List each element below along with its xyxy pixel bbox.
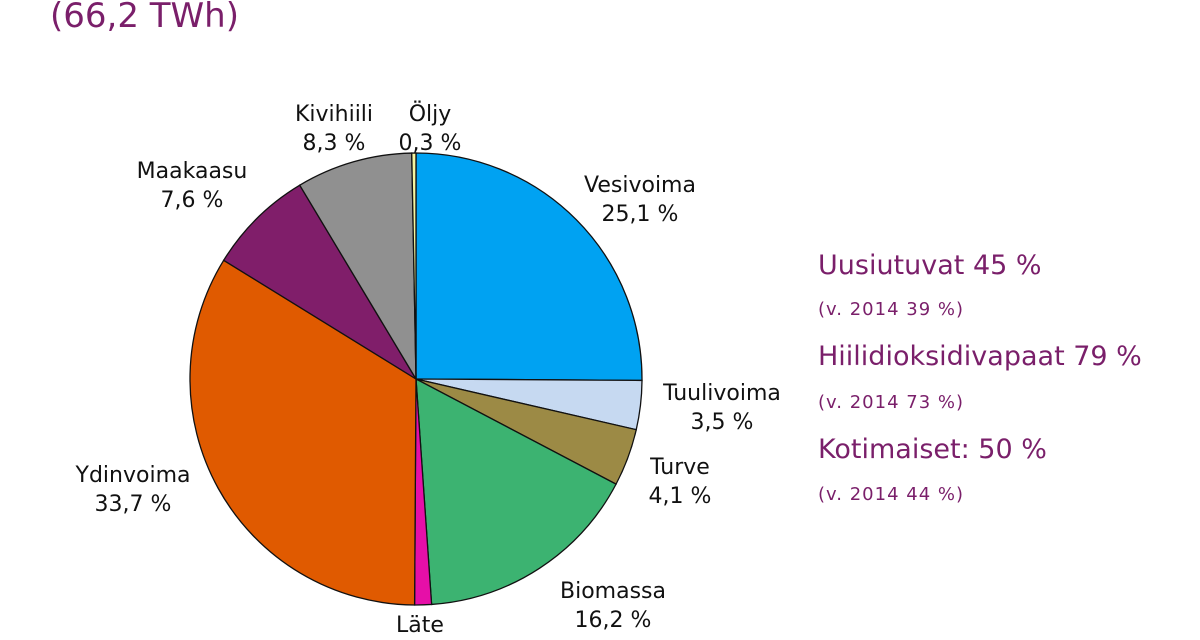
summary-co2free: Hiilidioksidivapaat 79 % [818,341,1142,372]
label-name: Läte [396,613,444,638]
label-vesivoima: Vesivoima 25,1 % [584,171,696,229]
label-value: 4,1 % [648,484,712,509]
summary-sub: (v. 2014 39 %) [818,299,965,320]
label-ydinvoima: Ydinvoima 33,7 % [76,461,191,519]
label-name: Kivihiili [294,102,374,127]
summary-renewables: Uusiutuvat 45 % [818,250,1042,281]
label-maakaasu: Maakaasu 7,6 % [137,157,248,215]
label-value: 16,2 % [574,608,652,633]
summary-main: Uusiutuvat 45 % [818,250,1042,281]
label-name: Maakaasu [136,159,248,184]
label-value: 3,5 % [690,410,754,435]
summary-main: Kotimaiset: 50 % [818,434,1047,465]
pie-slice-vesivoima [415,152,643,382]
label-name: Biomassa [560,579,666,604]
summary-main: Hiilidioksidivapaat 79 % [818,341,1142,372]
summary-sub: (v. 2014 44 %) [818,484,965,505]
label-jate: Läte [396,611,444,640]
label-name: Vesivoima [584,173,696,198]
pie-slice-ydinvoima [189,259,417,606]
label-value: 7,6 % [160,188,224,213]
label-value: 8,3 % [302,131,366,156]
chart-subtitle: (66,2 TWh) [50,0,239,36]
label-name: Öljy [408,102,452,127]
label-name: Tuulivoima [663,381,781,406]
summary-domestic: Kotimaiset: 50 % [818,434,1047,465]
label-turve: Turve 4,1 % [649,453,712,511]
label-name: Turve [650,455,710,480]
label-value: 25,1 % [601,202,679,227]
pie-slice-biomassa [415,377,617,606]
pie-slice-kivihiili [298,152,417,382]
label-tuulivoima: Tuulivoima 3,5 % [663,379,781,437]
label-oljy: Öljy 0,3 % [399,100,462,158]
summary-domestic-prev: (v. 2014 44 %) [818,484,964,505]
summary-renewables-prev: (v. 2014 39 %) [818,299,964,320]
pie-slice-maakaasu [222,184,417,380]
label-kivihiili: Kivihiili 8,3 % [295,100,373,158]
label-name: Ydinvoima [75,463,191,488]
summary-sub: (v. 2014 73 %) [818,392,965,413]
label-value: 0,3 % [398,131,462,156]
label-value: 33,7 % [94,492,172,517]
pie-slice-öljy [411,152,417,380]
label-biomassa: Biomassa 16,2 % [560,577,666,635]
summary-co2free-prev: (v. 2014 73 %) [818,392,964,413]
